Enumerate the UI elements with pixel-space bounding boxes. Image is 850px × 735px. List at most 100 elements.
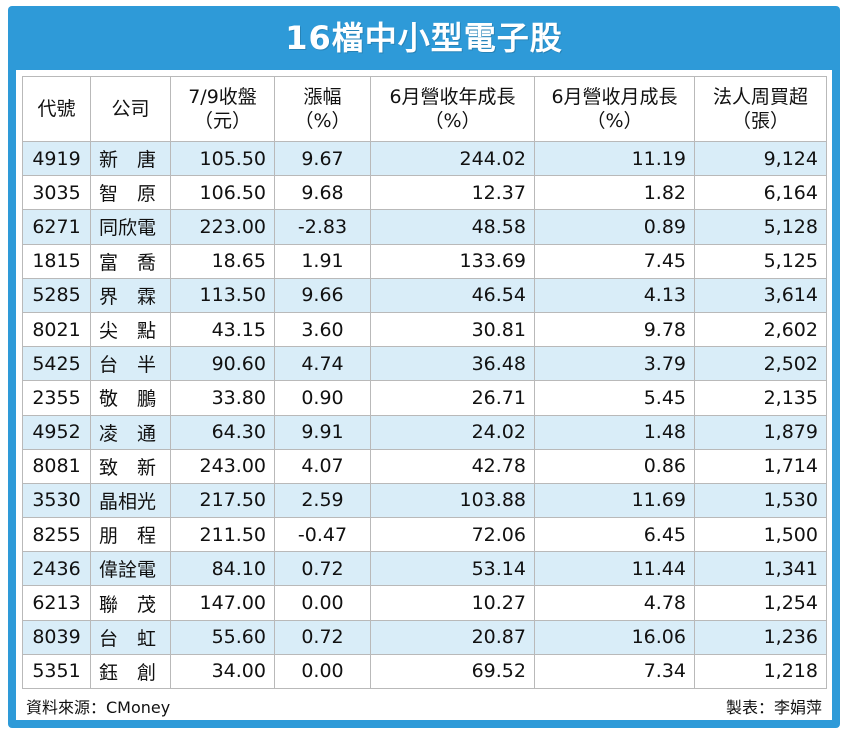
header-label: 代號 bbox=[37, 98, 76, 120]
header-code: 代號 bbox=[22, 76, 91, 142]
header-change: 漲幅 （%） bbox=[274, 76, 371, 142]
cell-code: 3035 bbox=[22, 175, 91, 211]
header-net-buy: 法人周買超 （張） bbox=[694, 76, 827, 142]
header-label: 漲幅 bbox=[303, 86, 342, 108]
header-unit: （元） bbox=[193, 110, 251, 132]
cell-yoy: 69.52 bbox=[370, 653, 535, 690]
cell-code: 8255 bbox=[22, 517, 91, 553]
cell-net-buy: 1,218 bbox=[694, 653, 827, 690]
header-unit: （%） bbox=[294, 110, 351, 132]
cell-change: 1.91 bbox=[274, 243, 371, 279]
cell-net-buy: 1,530 bbox=[694, 482, 827, 519]
table-panel: 代號 公司 7/9收盤 （元） 漲幅 （%） 6月營收年成長 （%） 6月營收月成長 （%） 法人周… bbox=[16, 70, 832, 720]
cell-change: 9.91 bbox=[274, 414, 371, 450]
cell-yoy: 72.06 bbox=[370, 517, 535, 553]
cell-net-buy: 3,614 bbox=[694, 277, 827, 313]
cell-company: 台 虹 bbox=[90, 619, 171, 655]
cell-close: 18.65 bbox=[170, 243, 275, 279]
cell-change: 2.59 bbox=[274, 482, 371, 519]
cell-mom: 7.34 bbox=[534, 653, 695, 690]
cell-code: 3530 bbox=[22, 482, 91, 519]
cell-company: 智 原 bbox=[90, 175, 171, 211]
cell-change: 0.00 bbox=[274, 585, 371, 621]
cell-close: 34.00 bbox=[170, 653, 275, 690]
header-unit: （%） bbox=[424, 110, 481, 132]
cell-net-buy: 1,254 bbox=[694, 585, 827, 621]
cell-net-buy: 2,602 bbox=[694, 311, 827, 348]
header-mom: 6月營收月成長 （%） bbox=[534, 76, 695, 142]
cell-mom: 5.45 bbox=[534, 380, 695, 416]
cell-mom: 11.69 bbox=[534, 482, 695, 519]
cell-company: 偉詮電 bbox=[90, 551, 171, 587]
cell-mom: 0.86 bbox=[534, 448, 695, 484]
cell-close: 243.00 bbox=[170, 448, 275, 484]
table-row: 6271 同欣電 223.00 -2.83 48.58 0.89 5,128 bbox=[22, 209, 827, 245]
header-unit: （張） bbox=[731, 110, 789, 132]
cell-close: 33.80 bbox=[170, 380, 275, 416]
cell-change: -0.47 bbox=[274, 517, 371, 553]
header-label: 7/9收盤 bbox=[188, 86, 257, 108]
cell-change: 0.72 bbox=[274, 619, 371, 655]
cell-yoy: 103.88 bbox=[370, 482, 535, 519]
cell-net-buy: 9,124 bbox=[694, 140, 827, 177]
cell-close: 147.00 bbox=[170, 585, 275, 621]
cell-code: 6271 bbox=[22, 209, 91, 245]
cell-company: 尖 點 bbox=[90, 311, 171, 348]
cell-mom: 9.78 bbox=[534, 311, 695, 348]
cell-yoy: 12.37 bbox=[370, 175, 535, 211]
cell-change: 4.74 bbox=[274, 346, 371, 382]
cell-change: 0.90 bbox=[274, 380, 371, 416]
cell-company: 致 新 bbox=[90, 448, 171, 484]
cell-code: 5425 bbox=[22, 346, 91, 382]
cell-net-buy: 2,502 bbox=[694, 346, 827, 382]
cell-code: 6213 bbox=[22, 585, 91, 621]
header-company: 公司 bbox=[90, 76, 171, 142]
table-row: 5351 鈺 創 34.00 0.00 69.52 7.34 1,218 bbox=[22, 653, 827, 690]
cell-yoy: 10.27 bbox=[370, 585, 535, 621]
cell-company: 聯 茂 bbox=[90, 585, 171, 621]
cell-change: 9.67 bbox=[274, 140, 371, 177]
cell-mom: 4.78 bbox=[534, 585, 695, 621]
cell-net-buy: 2,135 bbox=[694, 380, 827, 416]
cell-code: 8081 bbox=[22, 448, 91, 484]
cell-code: 5351 bbox=[22, 653, 91, 690]
cell-company: 鈺 創 bbox=[90, 653, 171, 690]
cell-close: 223.00 bbox=[170, 209, 275, 245]
cell-yoy: 20.87 bbox=[370, 619, 535, 655]
cell-yoy: 24.02 bbox=[370, 414, 535, 450]
source-note: 資料來源：CMoney bbox=[26, 698, 171, 717]
cell-mom: 6.45 bbox=[534, 517, 695, 553]
cell-net-buy: 1,500 bbox=[694, 517, 827, 553]
cell-close: 90.60 bbox=[170, 346, 275, 382]
cell-change: 9.68 bbox=[274, 175, 371, 211]
table-row: 1815 富 喬 18.65 1.91 133.69 7.45 5,125 bbox=[22, 243, 827, 279]
header-row: 代號 公司 7/9收盤 （元） 漲幅 （%） 6月營收年成長 （%） 6月營收月成長 （%） 法人周… bbox=[22, 76, 827, 142]
cell-net-buy: 1,341 bbox=[694, 551, 827, 587]
cell-yoy: 30.81 bbox=[370, 311, 535, 348]
table-frame: 16檔中小型電子股 代號 公司 7/9收盤 （元） 漲幅 （%） 6月營收年成長 （%） 6月營… bbox=[8, 6, 840, 728]
header-yoy: 6月營收年成長 （%） bbox=[370, 76, 535, 142]
table-row: 6213 聯 茂 147.00 0.00 10.27 4.78 1,254 bbox=[22, 585, 827, 621]
header-unit: （%） bbox=[586, 110, 643, 132]
cell-mom: 3.79 bbox=[534, 346, 695, 382]
cell-change: 0.00 bbox=[274, 653, 371, 690]
cell-code: 4919 bbox=[22, 140, 91, 177]
table-row: 8255 朋 程 211.50 -0.47 72.06 6.45 1,500 bbox=[22, 517, 827, 553]
cell-close: 105.50 bbox=[170, 140, 275, 177]
page-title: 16檔中小型電子股 bbox=[285, 19, 563, 57]
cell-company: 富 喬 bbox=[90, 243, 171, 279]
table-row: 2355 敬 鵬 33.80 0.90 26.71 5.45 2,135 bbox=[22, 380, 827, 416]
table-row: 5285 界 霖 113.50 9.66 46.54 4.13 3,614 bbox=[22, 277, 827, 313]
cell-yoy: 133.69 bbox=[370, 243, 535, 279]
cell-net-buy: 1,879 bbox=[694, 414, 827, 450]
cell-yoy: 48.58 bbox=[370, 209, 535, 245]
cell-company: 界 霖 bbox=[90, 277, 171, 313]
cell-company: 台 半 bbox=[90, 346, 171, 382]
cell-code: 4952 bbox=[22, 414, 91, 450]
table-row: 4919 新 唐 105.50 9.67 244.02 11.19 9,124 bbox=[22, 140, 827, 177]
cell-company: 晶相光 bbox=[90, 482, 171, 519]
title-bar: 16檔中小型電子股 bbox=[8, 6, 840, 66]
table-body: 4919 新 唐 105.50 9.67 244.02 11.19 9,124 3035 智 原… bbox=[22, 140, 827, 690]
stock-table: 代號 公司 7/9收盤 （元） 漲幅 （%） 6月營收年成長 （%） 6月營收月成長 （%） 法人周… bbox=[22, 76, 827, 690]
table-row: 2436 偉詮電 84.10 0.72 53.14 11.44 1,341 bbox=[22, 551, 827, 587]
